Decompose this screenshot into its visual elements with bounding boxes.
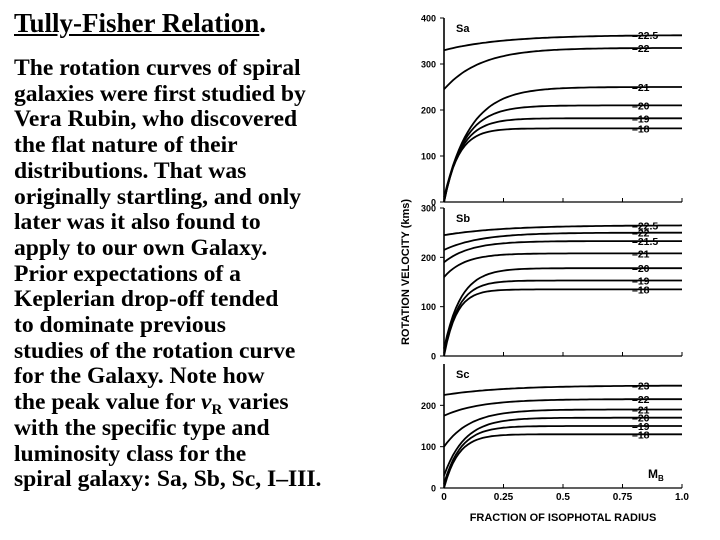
rotation-curve-line	[443, 240, 682, 264]
rotation-curve-line	[443, 279, 682, 354]
velocity-subscript: R	[211, 402, 223, 419]
rotation-curve-line	[443, 104, 682, 200]
x-tick-label: 0	[441, 492, 447, 503]
series-label: –22	[632, 394, 650, 406]
series-label: –21	[632, 248, 650, 260]
body-line: Prior expectations of a	[14, 260, 241, 287]
x-axis-title: FRACTION OF ISOPHOTAL RADIUS	[470, 512, 657, 524]
body-line-peak: the peak value for vR varies	[14, 389, 394, 419]
rotation-curve-line	[443, 127, 682, 203]
series-label: –21	[632, 82, 650, 94]
title-text: Tully-Fisher Relation	[14, 8, 260, 38]
body-line: originally startling, and only	[14, 183, 302, 210]
body-line: with the specific type and	[14, 414, 270, 441]
panel-label: Sa	[456, 23, 470, 35]
series-label: –19	[632, 276, 650, 288]
series-label: –22	[632, 228, 650, 240]
series-label: –18	[632, 429, 650, 441]
series-label: –22.5	[632, 30, 658, 42]
series-label: –22.5	[632, 220, 658, 232]
x-tick-label: 0.75	[613, 492, 633, 503]
y-tick-label: 200	[421, 253, 436, 263]
rotation-curve-line	[443, 224, 683, 236]
y-tick-label: 100	[421, 302, 436, 312]
slide-title: Tully-Fisher Relation.	[14, 8, 266, 39]
panel-label: Sc	[456, 369, 469, 381]
body-line: galaxies were first studied by	[14, 80, 306, 107]
rotation-curve-line	[443, 398, 682, 417]
rotation-curve-line	[443, 288, 682, 357]
panel-label: Sb	[456, 213, 470, 225]
y-tick-label: 0	[431, 484, 436, 494]
body-line: apply to our own Galaxy.	[14, 234, 268, 261]
body-line: Keplerian drop-off tended	[14, 286, 279, 313]
title-period: .	[259, 8, 267, 38]
y-tick-label: 200	[421, 106, 436, 116]
y-tick-label: 200	[421, 401, 436, 411]
series-label: –20	[632, 263, 650, 275]
body-line: the flat nature of their	[14, 132, 238, 159]
body-line: studies of the rotation curve	[14, 337, 296, 364]
y-tick-label: 0	[431, 352, 436, 362]
y-tick-label: 300	[421, 60, 436, 70]
rotation-curve-line	[443, 433, 682, 489]
body-line: The rotation curves of spiral	[14, 55, 301, 81]
rotation-curve-line	[443, 384, 682, 396]
rotation-curve-line	[443, 47, 682, 90]
series-label: –18	[632, 123, 650, 135]
body-line: distributions. That was	[14, 157, 247, 184]
body-line: spiral galaxy: Sa, Sb, Sc, I–III.	[14, 466, 322, 493]
series-label: –19	[632, 113, 650, 125]
x-tick-label: 0.25	[494, 492, 514, 503]
y-tick-label: 0	[431, 198, 436, 208]
y-tick-label: 400	[421, 14, 436, 24]
body-line: later was it also found to	[14, 209, 261, 236]
rotation-curve-line	[443, 408, 682, 448]
body-line: to dominate previous	[14, 312, 226, 339]
y-tick-label: 300	[421, 204, 436, 214]
series-label: –21.5	[632, 236, 658, 248]
body-line: Vera Rubin, who discovered	[14, 106, 298, 133]
series-label: –18	[632, 284, 650, 296]
x-tick-label: 1.0	[675, 492, 689, 503]
series-label: –23	[632, 380, 650, 392]
magnitude-legend-label: MB	[648, 467, 664, 483]
rotation-curve-figure: 4003002001000Sa–22.5–22–21–20–19–1830020…	[400, 14, 689, 525]
slide-body: The rotation curves of spiral galaxies w…	[14, 55, 394, 493]
series-label: –21	[632, 404, 650, 416]
rotation-curve-line	[443, 267, 682, 349]
rotation-curve-line	[443, 86, 682, 198]
peak-text-before: the peak value for	[14, 389, 201, 416]
rotation-curve-line	[443, 231, 682, 251]
y-axis-title: ROTATION VELOCITY (kms)	[400, 199, 412, 345]
body-line: luminosity class for the	[14, 440, 247, 467]
series-label: –19	[632, 421, 650, 433]
rotation-curve-line	[443, 117, 682, 203]
y-tick-label: 100	[421, 442, 436, 452]
series-label: –20	[632, 413, 650, 425]
rotation-curve-line	[443, 34, 682, 52]
series-label: –22	[632, 43, 650, 55]
rotation-curve-line	[443, 252, 682, 278]
series-label: –20	[632, 100, 650, 112]
rotation-curve-line	[443, 416, 682, 476]
peak-text-after: varies	[222, 389, 289, 416]
body-line: for the Galaxy. Note how	[14, 363, 265, 390]
y-tick-label: 100	[421, 152, 436, 162]
rotation-curve-line	[443, 425, 682, 485]
x-tick-label: 0.5	[556, 492, 570, 503]
velocity-symbol: v	[201, 389, 212, 416]
